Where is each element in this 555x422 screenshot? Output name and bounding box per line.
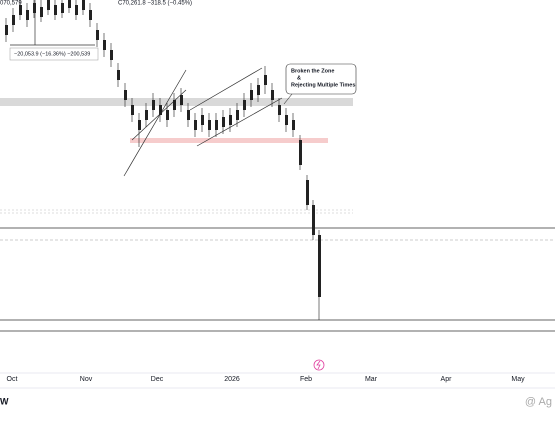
channel-line (189, 67, 263, 111)
x-axis-label: Feb (300, 376, 312, 383)
x-axis-label: Dec (151, 376, 164, 383)
watermark: @ Ag (525, 396, 552, 408)
x-axis-label: Nov (80, 376, 93, 383)
x-axis-label: May (511, 376, 525, 383)
measure-box (9, 47, 99, 61)
event-icon[interactable] (313, 359, 325, 371)
candle-bodies (5, 0, 321, 297)
x-axis-label: Mar (365, 376, 378, 383)
demand-zone (130, 138, 328, 143)
ohlc-text: 070,579 (0, 1, 22, 7)
annotation-text: Rejecting Multiple Times (291, 82, 355, 88)
logo: W (0, 396, 9, 406)
event-icon-bolt (316, 360, 321, 370)
channel-line (196, 97, 283, 147)
change-text: C70,261.8 −318.5 (−0.45%) (118, 1, 192, 7)
x-axis-label: Oct (7, 376, 18, 383)
annotation-text: & (297, 75, 301, 81)
annotation-box (285, 63, 357, 95)
channel-line (123, 69, 187, 177)
supply-zone (0, 98, 353, 106)
x-axis-label: Apr (441, 376, 453, 383)
measure-label: −20,053.9 (−16.36%) −200,539 (14, 51, 90, 57)
x-axis-label: 2026 (224, 376, 240, 383)
annotation-pointer (283, 93, 293, 105)
annotation-text: Broken the Zone (291, 68, 334, 74)
